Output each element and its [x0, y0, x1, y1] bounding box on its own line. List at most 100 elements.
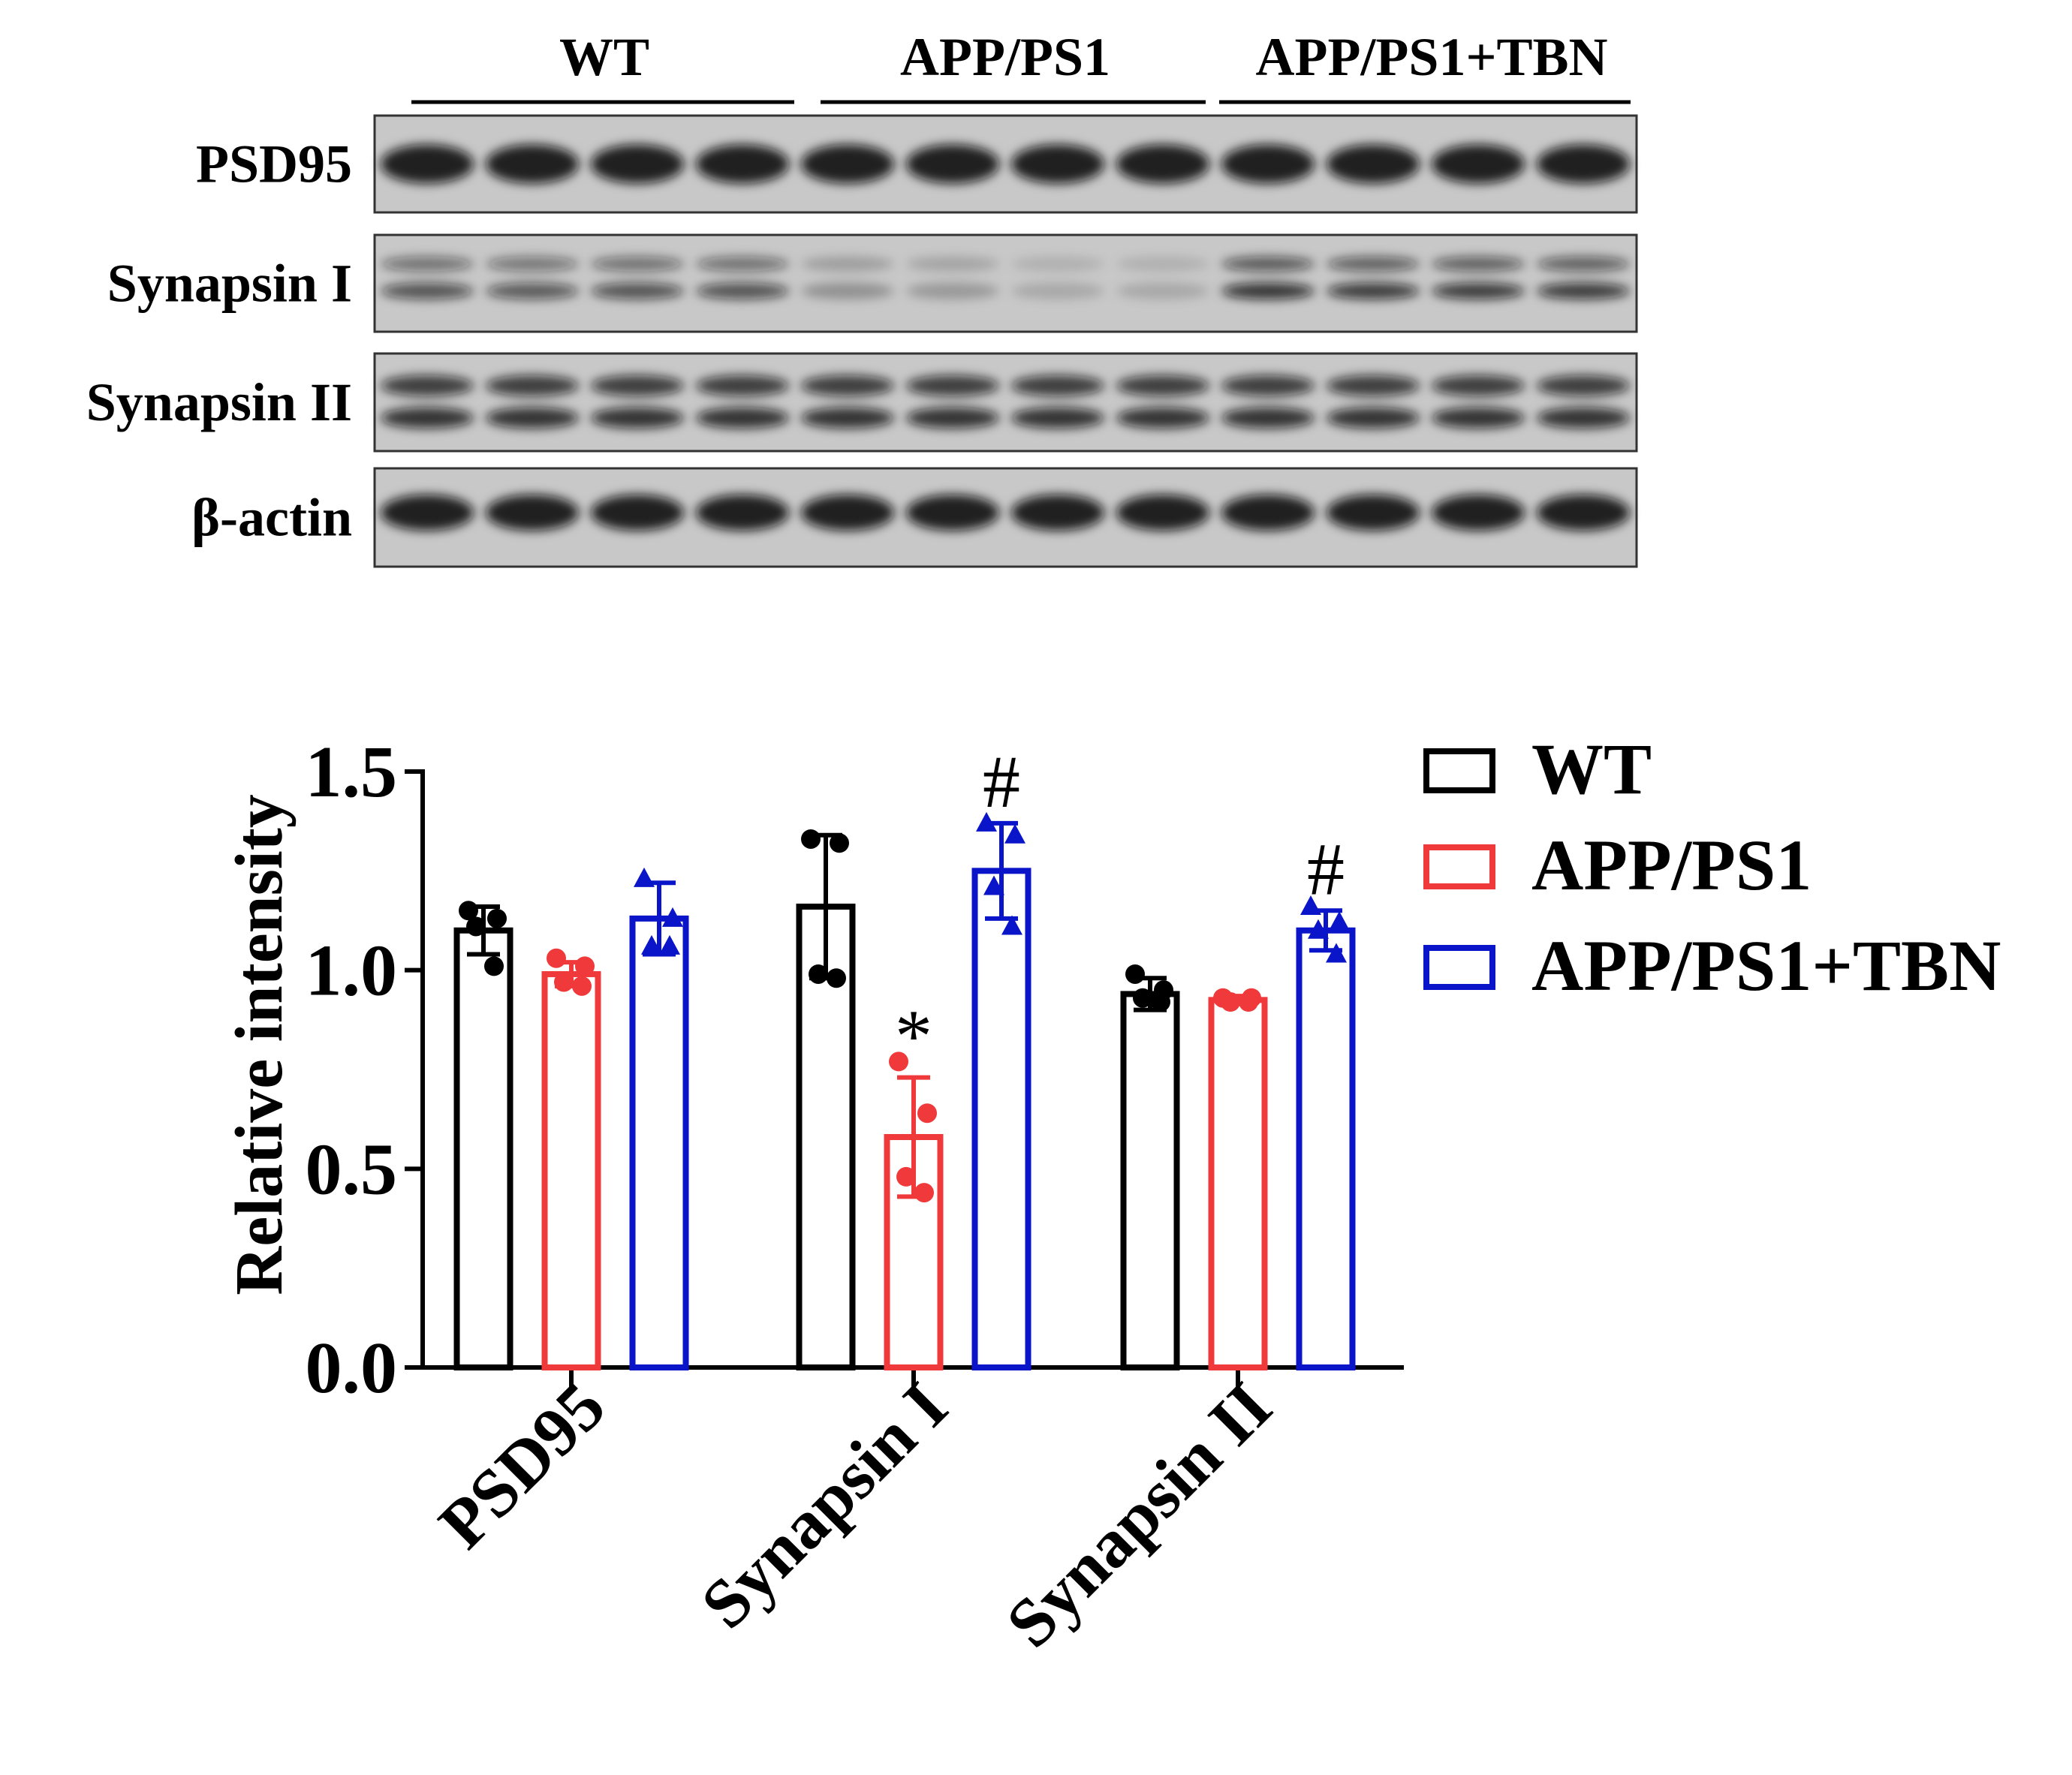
data-point	[896, 1166, 916, 1187]
data-point	[1239, 992, 1258, 1012]
band	[1432, 256, 1525, 272]
band	[381, 282, 474, 299]
blot-border	[373, 467, 1638, 568]
data-point	[547, 948, 566, 968]
group-label: APP/PS1	[900, 27, 1110, 87]
data-point	[484, 956, 504, 976]
band	[1116, 282, 1209, 299]
bar	[629, 915, 689, 1371]
blot-background	[375, 353, 1637, 451]
significance-marker: *	[895, 994, 932, 1078]
band	[1011, 407, 1104, 429]
band	[381, 375, 474, 396]
band	[1327, 407, 1420, 429]
data-point	[1221, 992, 1240, 1012]
significance-marker: #	[983, 740, 1020, 823]
band	[591, 494, 684, 531]
band	[1537, 144, 1630, 184]
band	[1327, 256, 1420, 272]
band	[696, 282, 789, 299]
band	[1221, 256, 1315, 272]
data-point	[889, 1051, 908, 1072]
legend-swatch	[1423, 844, 1495, 889]
band	[906, 494, 999, 531]
row-label: Synapsin I	[107, 254, 352, 314]
band	[1432, 375, 1525, 396]
data-point	[1001, 915, 1022, 935]
band	[381, 256, 474, 272]
band	[381, 144, 474, 184]
band	[801, 407, 894, 429]
blot-bands	[381, 256, 1630, 299]
x-tick-label: Synapsin II	[992, 1367, 1286, 1662]
blot-background	[375, 116, 1637, 212]
data-point	[1133, 988, 1152, 1008]
bar	[453, 927, 513, 1370]
data-point	[1308, 919, 1329, 939]
significance-marker: #	[1307, 827, 1345, 910]
row-label: β-actin	[191, 488, 352, 548]
data-point	[572, 976, 592, 996]
legend-swatch	[1423, 748, 1495, 793]
band	[1327, 144, 1420, 184]
band	[801, 282, 894, 299]
data-point	[1326, 943, 1347, 963]
blot-bands	[381, 144, 1630, 184]
band	[1537, 375, 1630, 396]
band	[486, 256, 579, 272]
data-point	[1329, 911, 1350, 931]
band	[906, 282, 999, 299]
row-label: Synapsin II	[86, 372, 352, 432]
data-point	[1151, 992, 1170, 1012]
band	[906, 256, 999, 272]
blot-bands	[381, 375, 1630, 429]
data-point	[830, 833, 849, 853]
y-tick-label: 0.5	[306, 1129, 398, 1210]
band	[1327, 282, 1420, 299]
data-point	[801, 829, 821, 849]
band	[696, 375, 789, 396]
data-point	[976, 811, 997, 832]
band	[1221, 144, 1315, 184]
band	[486, 144, 579, 184]
band	[1221, 494, 1315, 531]
band	[801, 256, 894, 272]
bar	[971, 868, 1031, 1371]
group-label: APP/PS1+TBN	[1255, 27, 1607, 87]
blot-border	[373, 114, 1638, 214]
band	[1011, 375, 1104, 396]
band	[1327, 375, 1420, 396]
band	[486, 494, 579, 531]
data-point	[662, 907, 683, 927]
band	[1432, 407, 1525, 429]
band	[1537, 494, 1630, 531]
bar	[1208, 997, 1268, 1371]
bar	[1120, 991, 1180, 1370]
band	[1432, 144, 1525, 184]
y-tick-label: 1.5	[306, 732, 398, 813]
data-point	[459, 901, 478, 921]
data-point	[659, 934, 680, 955]
band	[1116, 256, 1209, 272]
data-point	[827, 968, 846, 988]
band	[1327, 494, 1420, 531]
band	[1537, 282, 1630, 299]
band	[696, 256, 789, 272]
band	[1011, 256, 1104, 272]
band	[1221, 282, 1315, 299]
band	[1116, 144, 1209, 184]
data-point	[641, 934, 662, 955]
data-point	[809, 964, 828, 984]
data-point	[575, 956, 595, 976]
data-point	[1004, 823, 1025, 844]
band	[591, 375, 684, 396]
band	[486, 407, 579, 429]
band	[906, 375, 999, 396]
data-point	[554, 972, 574, 992]
band	[1537, 256, 1630, 272]
y-tick-label: 0.0	[306, 1328, 398, 1409]
bar	[541, 970, 601, 1370]
blot-background	[375, 468, 1637, 567]
data-point	[983, 875, 1004, 895]
legend-swatch	[1423, 945, 1495, 990]
